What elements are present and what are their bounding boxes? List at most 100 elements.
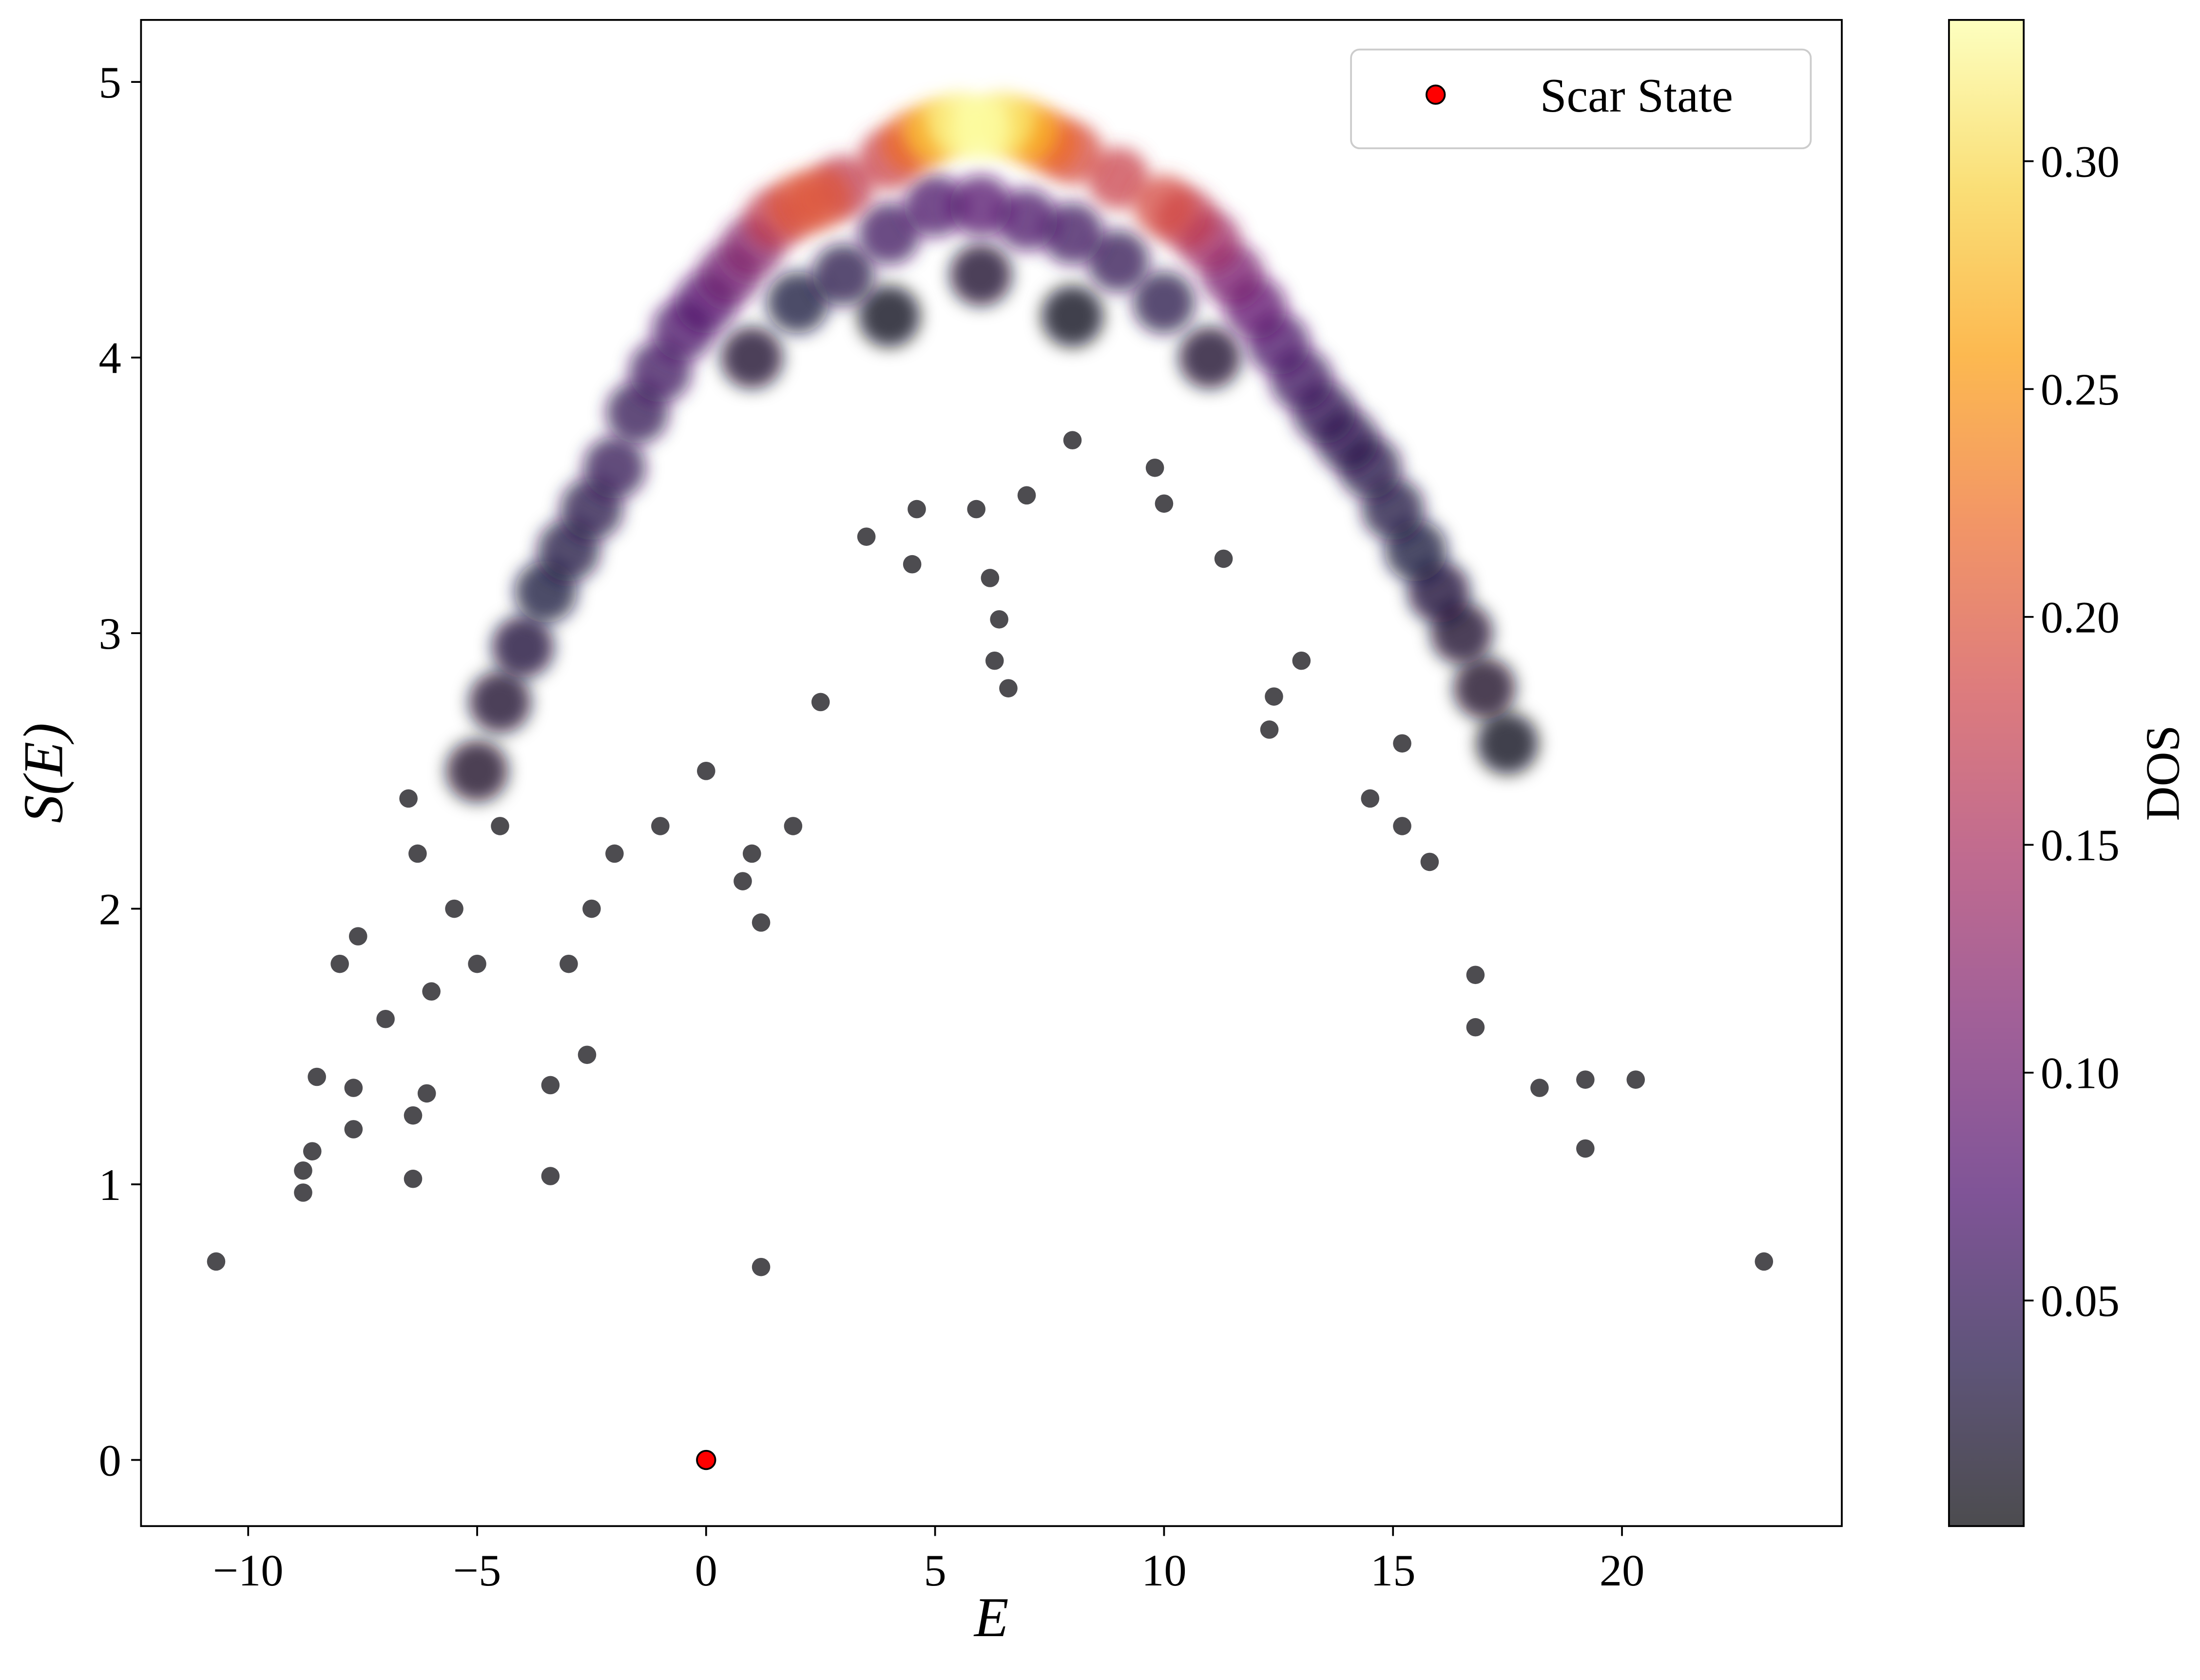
point xyxy=(1063,431,1082,450)
point xyxy=(1755,1252,1774,1271)
point xyxy=(1576,1070,1595,1089)
density-point xyxy=(492,616,554,678)
x-tick-label: 10 xyxy=(1141,1545,1187,1596)
density-point xyxy=(446,740,508,802)
x-tick-label: 5 xyxy=(924,1545,946,1596)
point xyxy=(605,844,624,863)
point xyxy=(733,872,752,890)
x-axis-label: E xyxy=(973,1586,1009,1649)
point xyxy=(999,679,1018,697)
density-point xyxy=(1178,326,1241,389)
density-point xyxy=(1133,271,1196,334)
y-tick-label: 5 xyxy=(99,58,121,108)
colorbar-frame xyxy=(1948,19,2025,1527)
point xyxy=(811,693,830,712)
plot-area xyxy=(207,92,1774,1470)
point xyxy=(491,817,509,835)
point xyxy=(207,1252,226,1271)
point xyxy=(560,954,578,973)
point xyxy=(344,1120,363,1139)
point xyxy=(1265,687,1283,706)
density-point xyxy=(1041,285,1104,348)
y-tick-label: 4 xyxy=(99,333,121,383)
point xyxy=(742,844,761,863)
legend-box xyxy=(1350,48,1812,150)
point xyxy=(990,610,1008,629)
density-point xyxy=(1087,230,1150,292)
point xyxy=(468,954,486,973)
point xyxy=(330,954,349,973)
colorbar xyxy=(1949,19,2024,1526)
point xyxy=(294,1183,312,1202)
point xyxy=(697,762,715,780)
point xyxy=(1145,458,1164,477)
point xyxy=(1576,1139,1595,1158)
density-point xyxy=(858,285,921,348)
colorbar-label: DOS xyxy=(2137,725,2190,821)
density-point xyxy=(583,437,646,499)
point xyxy=(857,527,876,546)
point xyxy=(344,1079,363,1097)
point xyxy=(1393,734,1411,753)
colorbar-tick-label: 0.30 xyxy=(2041,137,2120,187)
density-point xyxy=(904,174,966,237)
point xyxy=(1361,789,1380,808)
point xyxy=(907,500,926,519)
density-point xyxy=(469,671,531,734)
point xyxy=(1214,549,1233,568)
x-tick-label: 15 xyxy=(1370,1545,1416,1596)
legend-marker xyxy=(1425,84,1446,105)
point xyxy=(1292,651,1311,670)
density-point xyxy=(1133,174,1196,237)
point xyxy=(1260,720,1279,739)
x-tick-label: 20 xyxy=(1600,1545,1645,1596)
colorbar-tick-label: 0.10 xyxy=(2041,1048,2120,1099)
density-point xyxy=(767,271,829,334)
point xyxy=(1017,486,1036,505)
point xyxy=(541,1167,560,1185)
point xyxy=(578,1045,597,1064)
point xyxy=(1530,1079,1549,1097)
point xyxy=(408,844,427,863)
point xyxy=(582,899,601,918)
point xyxy=(1466,1018,1485,1037)
point xyxy=(294,1161,312,1180)
point xyxy=(1155,494,1174,513)
point xyxy=(981,569,1000,587)
scar-point xyxy=(696,1449,716,1470)
point xyxy=(752,913,771,932)
density-point xyxy=(1087,147,1150,210)
point xyxy=(308,1067,326,1086)
y-tick-label: 2 xyxy=(99,884,121,934)
density-point xyxy=(949,244,1012,306)
point xyxy=(1466,966,1485,985)
density-point xyxy=(1476,712,1539,774)
point xyxy=(985,651,1004,670)
point xyxy=(376,1009,395,1028)
point xyxy=(303,1142,322,1160)
colorbar-tick-label: 0.20 xyxy=(2041,593,2120,643)
point xyxy=(541,1076,560,1095)
y-tick-label: 0 xyxy=(99,1435,121,1486)
axes-frame xyxy=(140,19,1843,1527)
density-point xyxy=(949,174,1012,237)
point xyxy=(752,1257,771,1276)
density-point xyxy=(812,244,875,306)
point xyxy=(404,1169,423,1188)
point xyxy=(348,927,367,946)
density-point xyxy=(721,326,783,389)
point xyxy=(445,899,463,918)
x-tick-label: −5 xyxy=(453,1545,502,1596)
point xyxy=(784,817,803,835)
y-axis-label: S(E) xyxy=(12,723,75,823)
colorbar-tick-label: 0.15 xyxy=(2041,820,2120,870)
colorbar-tick-label: 0.25 xyxy=(2041,365,2120,415)
x-tick-label: 0 xyxy=(695,1545,717,1596)
x-tick-label: −10 xyxy=(213,1545,284,1596)
y-tick-label: 1 xyxy=(99,1160,121,1210)
point xyxy=(1393,817,1411,835)
point xyxy=(651,817,670,835)
point xyxy=(404,1106,423,1125)
